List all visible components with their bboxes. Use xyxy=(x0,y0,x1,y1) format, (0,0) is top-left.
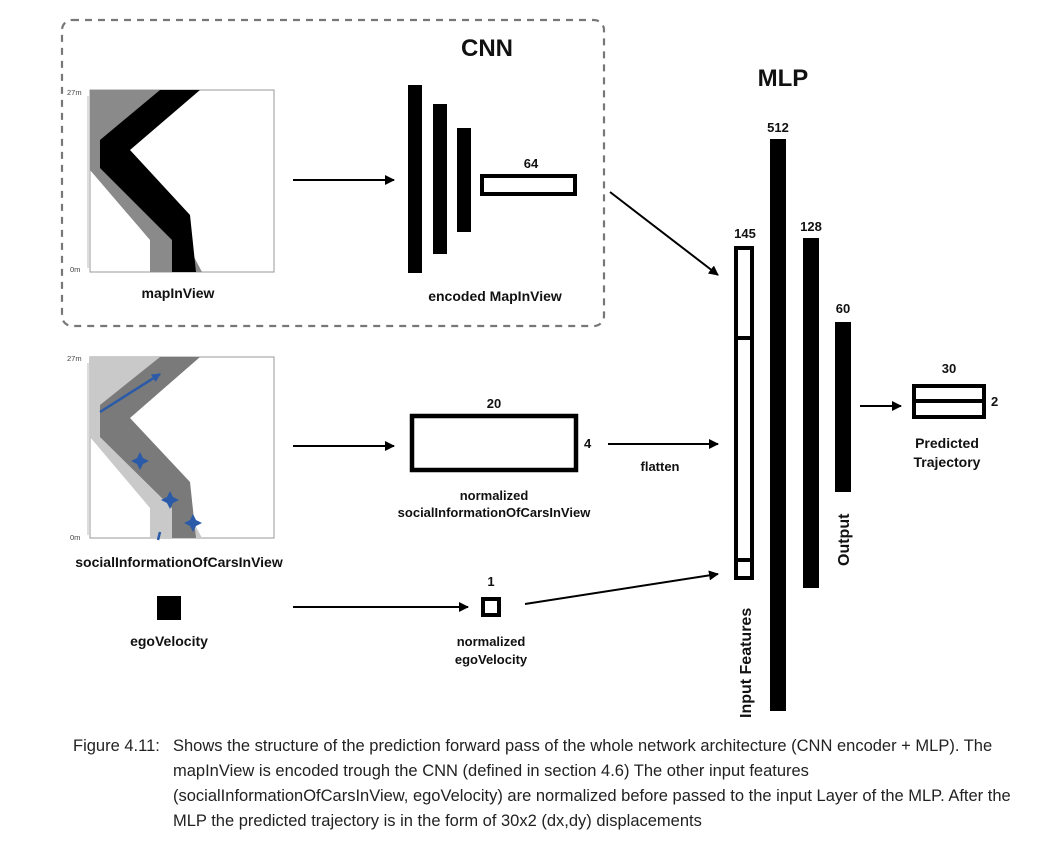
map-in-view-image xyxy=(87,89,275,273)
normalized-social-label-1: normalized xyxy=(460,488,529,503)
map-axis-bottom: 0m xyxy=(70,265,80,274)
network-architecture-diagram: CNN 27m 0m mapInView 64 encoded MapInVie… xyxy=(60,18,998,718)
hidden2-size-label: 128 xyxy=(800,219,822,234)
ego-size-label: 1 xyxy=(487,574,494,589)
mlp-title: MLP xyxy=(758,65,809,92)
normalized-ego-label-2: egoVelocity xyxy=(455,652,528,667)
figure-caption: Figure 4.11: Shows the structure of the … xyxy=(73,734,1033,834)
hidden-layer-512 xyxy=(770,139,786,711)
encoded-size-label: 64 xyxy=(524,156,539,171)
map-axis-top: 27m xyxy=(67,88,82,97)
trajectory-width-label: 30 xyxy=(942,361,956,376)
social-width-label: 20 xyxy=(487,396,501,411)
normalized-ego-label-1: normalized xyxy=(457,634,526,649)
normalized-social-label-2: socialInformationOfCarsInView xyxy=(398,505,592,520)
output-size-label: 60 xyxy=(836,301,850,316)
social-information-label: socialInformationOfCarsInView xyxy=(75,554,283,570)
predicted-trajectory-box xyxy=(912,384,986,419)
encoded-map-label: encoded MapInView xyxy=(428,288,562,304)
normalized-social-box xyxy=(409,413,579,473)
cnn-group-border xyxy=(60,18,606,328)
cnn-layer-2 xyxy=(433,104,447,254)
input-size-label: 145 xyxy=(734,226,756,241)
input-features-label: Input Features xyxy=(738,608,755,718)
trajectory-height-label: 2 xyxy=(991,394,998,409)
arrow-encoded-to-input xyxy=(609,191,719,276)
ego-velocity-square xyxy=(157,596,181,620)
cnn-layer-3 xyxy=(457,128,471,232)
social-height-label: 4 xyxy=(584,436,592,451)
arrow-ego-to-input xyxy=(524,570,719,605)
map-in-view-label: mapInView xyxy=(142,285,215,301)
social-information-image xyxy=(87,356,275,541)
hidden-layer-128 xyxy=(803,238,819,588)
cnn-layer-1 xyxy=(408,85,422,273)
cnn-title: CNN xyxy=(461,35,513,62)
output-layer xyxy=(835,322,851,492)
trajectory-label-2: Trajectory xyxy=(914,454,981,470)
caption-text: Shows the structure of the prediction fo… xyxy=(173,737,1011,830)
normalized-ego-box xyxy=(481,597,501,617)
ego-velocity-label: egoVelocity xyxy=(130,633,208,649)
encoded-map-vector xyxy=(480,174,577,196)
input-features-layer xyxy=(734,246,754,580)
caption-number: Figure 4.11: xyxy=(73,737,160,755)
trajectory-label-1: Predicted xyxy=(915,435,979,451)
flatten-label: flatten xyxy=(641,459,680,474)
social-axis-bottom: 0m xyxy=(70,533,80,542)
social-axis-top: 27m xyxy=(67,354,82,363)
output-label: Output xyxy=(836,513,853,566)
hidden1-size-label: 512 xyxy=(767,120,789,135)
